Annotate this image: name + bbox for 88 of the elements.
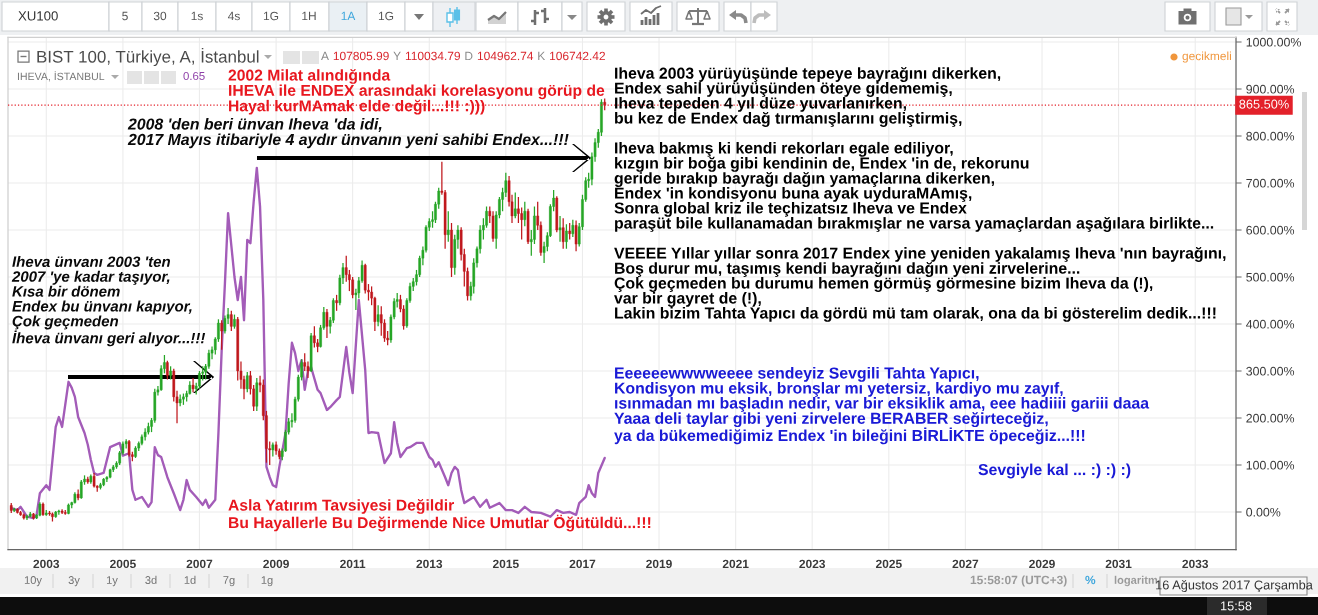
candlestick (491, 210, 495, 243)
x-tick-label: 2007 (186, 559, 213, 569)
x-tick-label: 2033 (1182, 559, 1209, 569)
x-tick-label: 2025 (875, 559, 902, 569)
candlestick (51, 511, 54, 523)
x-tick-label: 2013 (416, 559, 443, 569)
x-tick-label: 2021 (722, 559, 749, 569)
annotation: 2008 'den beri ünvan Iheva 'da idi, 2017 Mayıs itibariyle 4 aydır ünvanın yeni sahibi Endex...!!! (127, 118, 569, 149)
candlestick (561, 217, 565, 250)
candlestick (335, 294, 338, 312)
candlestick (230, 310, 233, 332)
text: Iheva 2003 yürüyüşünde tepeye bayrağını dikerken, Endex sahil yürüyüşünden öteye gidememiş, Iheva tepeden 4 yıl düze yuvarlanırken, bu kez de Endex dağ tırmanışlarını geliştirmiş, Iheva bakmış ki kendi rekorları egale ediliyor, kızgın bir boğa gibi kendinin de, Endex 'in de, rekorunu geride bırakıp bayrağı dağın yamaçlarına dikerken, Endex 'in kondisyonu buna ayak uyduraMAmış, Sonra global kriz ile teçhizatsız Iheva ve Endex paraşüt bile kullanamadan bırakmışlar ne varsa yamaçlardan aşağılara birlikte... VEEEE Yıllar yıllar sonra 2017 Endex yine yeniden yakalamış Iheva 'nın bayrağını, Boş durur mu, taşımış kendi bayrağını dağın yeni zirvelerine... Çok geçmeden bu durumu hemen görmüş görmesine bizim Iheva da (!), var bir gayret de (!), Lakin bizim Tahta Yapıcı da gördü mü tam olarak, ona da bi gösterelim dedik...!!! (614, 67, 1226, 322)
annotation: 0.65 (183, 71, 205, 81)
text: 1d (184, 575, 196, 584)
x-tick-label: 2023 (799, 559, 826, 569)
candlestick (48, 510, 51, 517)
candlestick (513, 191, 517, 219)
text: 1s (191, 11, 203, 21)
text: 15:58:07 (UTC+3) (970, 575, 1067, 587)
candlestick (32, 512, 35, 521)
y-tick-label: 700.00% (1246, 178, 1295, 188)
candlestick (182, 392, 185, 406)
text: 3y (68, 576, 80, 587)
candlestick (143, 427, 147, 442)
candlestick (245, 371, 249, 393)
text: 1G (378, 11, 394, 21)
y-tick-label: 300.00% (1246, 366, 1295, 376)
text: 16 Ağustos 2017 Çarşamba (1156, 579, 1313, 593)
candlestick (446, 210, 450, 243)
text: 3d (145, 575, 157, 584)
x-tick-label: 2017 (569, 559, 596, 569)
annotation: IHEVA, İSTANBUL (17, 70, 105, 82)
x-tick-label: 2029 (1029, 559, 1055, 569)
text: 7g (223, 576, 235, 587)
y-tick-label: 1000.00% (1246, 37, 1301, 47)
candlestick (67, 502, 70, 515)
candlestick (16, 507, 19, 515)
annotation: Asla Yatırım Tavsiyesi Değildir Bu Hayallerle Bu Değirmende Nice Umutlar Öğütüldü...!!! (228, 499, 651, 532)
x-tick-label: 2027 (952, 559, 979, 569)
candlestick (255, 377, 259, 412)
text: 15:58 (1220, 601, 1252, 611)
candlestick (450, 222, 453, 278)
x-tick-label: 2015 (492, 559, 519, 569)
y-tick-label: 400.00% (1246, 319, 1295, 329)
candlestick (19, 510, 22, 517)
text: % (1085, 575, 1096, 585)
text: XU100 (18, 11, 58, 21)
candlestick (558, 215, 562, 243)
y-tick-label: 600.00% (1246, 225, 1295, 235)
x-tick-label: 2019 (646, 559, 672, 569)
x-tick-label: 2031 (1105, 559, 1132, 569)
text: 10y (24, 576, 42, 587)
y-tick-label: 500.00% (1246, 272, 1295, 282)
annotation: gecikmeli (1182, 51, 1231, 63)
y-tick-label: 0.00% (1246, 507, 1281, 517)
x-tick-label: 2003 (33, 559, 60, 569)
y-tick-label: 100.00% (1246, 460, 1295, 470)
candlestick (233, 313, 236, 330)
candlestick (220, 319, 223, 351)
text: BIST 100, Türkiye, A, İstanbul (37, 47, 259, 67)
ref-line-label: 865.50% (1239, 99, 1289, 109)
annotation: Sevgiyle kal ... :) :) :) (978, 463, 1131, 479)
annotation: Iheva ünvanı 2003 'ten 2007 'ye kadar taşıyor, Kısa bir dönem Endex bu ünvanı kapıyor, Çok geçmeden İheva ünvanı geri alıyor...!!! (11, 256, 206, 347)
text: 5 (122, 11, 128, 21)
x-tick-label: 2005 (110, 559, 136, 569)
text: logaritm (1114, 575, 1158, 587)
candlestick (166, 360, 169, 381)
candlestick (99, 482, 102, 491)
candlestick (313, 325, 316, 349)
text: 1A (341, 11, 356, 21)
text: 1H (302, 11, 316, 21)
annotation: 2002 Milat alındığında IHEVA ile ENDEX arasındaki korelasyonu görüp de Hayal kurMAmak elde değil...!!! :))) (228, 69, 605, 115)
y-tick-label: 800.00% (1246, 131, 1295, 141)
annotation: Eeeeeewwwweeee sendeyiz Sevgili Tahta Yapıcı, Kondisyon mu eksik, bronşlar mı yetersiz, kardiyo mu zayıf, ısınmadan mı başladın nedir, var bir eksiklik ama, eee hadiiii gariii daaa Yaaa deli taylar gibi yeni zirvelere BERABER seğirteceğiz, ya da bükemediğimiz Endex 'in bileğini BİRLİKTE öpeceğiz...!!! (614, 367, 1150, 445)
candlestick (523, 201, 527, 227)
text: 1g (261, 576, 273, 587)
text: 4s (227, 11, 240, 21)
y-tick-label: 900.00% (1246, 84, 1295, 94)
candlestick (134, 445, 137, 459)
text: 1y (106, 576, 118, 587)
x-tick-label: 2009 (263, 559, 289, 569)
candlestick (565, 223, 568, 250)
text: 30 (153, 11, 167, 21)
annotation: A 107805.99 Y 110034.79 D 104962.74 K 106742.42 (321, 51, 605, 61)
x-tick-label: 2011 (340, 559, 366, 569)
candlestick (376, 304, 380, 327)
text: 1G (263, 11, 279, 21)
y-tick-label: 200.00% (1246, 413, 1295, 423)
